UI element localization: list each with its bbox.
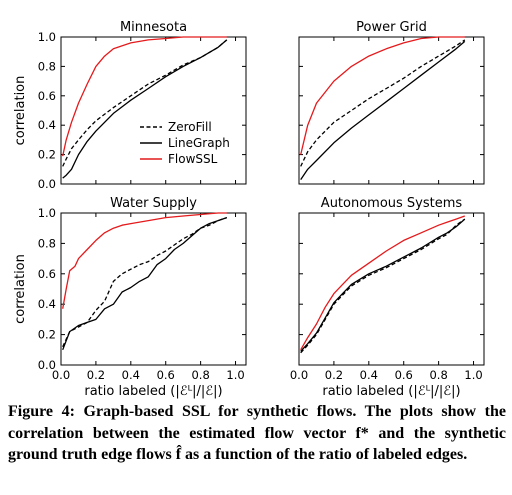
series-line-linegraph — [62, 39, 228, 179]
x-tick-label: 0.8 — [429, 368, 447, 382]
series-line-flowssl — [62, 36, 227, 157]
series-line-flowssl — [300, 36, 465, 155]
x-tick-label: 1.0 — [464, 368, 482, 382]
caption-text: Graph-based SSL for synthetic flows. The… — [8, 403, 506, 463]
panel-title: Water Supply — [110, 196, 197, 211]
plot-frame — [60, 212, 247, 366]
x-tick-label: 0.8 — [191, 368, 209, 382]
y-tick-label: 0.4 — [38, 297, 56, 311]
series-line-zerofill — [300, 218, 466, 354]
figure-label: Figure 4: — [8, 403, 75, 420]
y-tick-label: 0.2 — [38, 328, 56, 342]
panel-title: Minnesota — [120, 20, 187, 35]
panel-4: Autonomous Systems 0.0 0.2 0.4 0.6 0.8 1.0 rati… — [290, 196, 485, 399]
y-tick-label: 0.8 — [38, 59, 56, 73]
series-line-flowssl — [62, 212, 227, 309]
y-tick-label: 1.0 — [38, 30, 56, 44]
plot-frame — [60, 36, 247, 185]
legend-label-zerofill: ZeroFill — [168, 120, 212, 134]
legend-label-flowssl: FlowSSL — [168, 152, 218, 166]
panel-1: Minnesota 0.0 0.2 0.4 0.6 0.8 1.0 correlation Ze… — [13, 20, 247, 191]
series-line-flowssl — [300, 215, 466, 351]
plot-frame — [298, 212, 485, 366]
panel-2: Power Grid — [298, 20, 485, 185]
y-tick-label: 0.8 — [38, 236, 56, 250]
x-tick-label: 0.2 — [325, 368, 343, 382]
x-tick-label: 0.0 — [52, 368, 70, 382]
x-tick-label: 0.4 — [360, 368, 378, 382]
x-tick-label: 0.6 — [157, 368, 175, 382]
panel-title: Power Grid — [356, 20, 427, 35]
y-axis-label: correlation — [13, 76, 28, 146]
series-line-zerofill — [300, 39, 466, 167]
series-line-linegraph — [300, 40, 466, 180]
panel-3: Water Supply 0.0 0.2 0.4 0.6 0.8 1.0 0.0 0.2 0.4 0… — [13, 196, 247, 399]
y-tick-label: 0.0 — [38, 358, 56, 372]
series-line-zerofill — [62, 216, 228, 348]
figure-caption: Figure 4: Graph-based SSL for synthetic … — [8, 401, 506, 466]
y-tick-label: 0.6 — [38, 267, 56, 281]
x-tick-label: 0.4 — [122, 368, 140, 382]
y-tick-label: 0.4 — [38, 118, 56, 132]
series-line-linegraph — [62, 216, 228, 351]
y-tick-label: 0.0 — [38, 177, 56, 191]
series-line-linegraph — [300, 218, 466, 352]
x-tick-label: 0.6 — [395, 368, 413, 382]
figure-4: Minnesota 0.0 0.2 0.4 0.6 0.8 1.0 correlation Ze… — [13, 20, 485, 399]
x-axis-label: ratio labeled (|ℰᴸ|/|ℰ|) — [84, 384, 222, 399]
x-axis-label: ratio labeled (|ℰᴸ|/|ℰ|) — [322, 384, 460, 399]
plot-frame — [298, 36, 485, 185]
x-tick-label: 0.2 — [87, 368, 105, 382]
x-tick-label: 1.0 — [226, 368, 244, 382]
x-tick-label: 0.0 — [290, 368, 308, 382]
panel-title: Autonomous Systems — [321, 196, 463, 211]
y-tick-label: 0.2 — [38, 148, 56, 162]
legend-label-linegraph: LineGraph — [168, 136, 230, 150]
y-axis-label: correlation — [13, 254, 28, 324]
y-tick-label: 1.0 — [38, 206, 56, 220]
y-tick-label: 0.6 — [38, 89, 56, 103]
